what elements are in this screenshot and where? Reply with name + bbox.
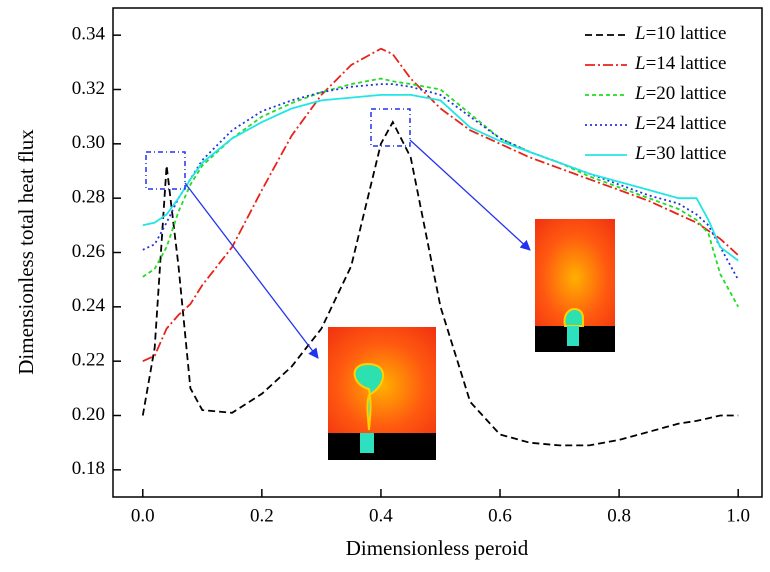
x-tick-label: 0.4 [369, 505, 393, 526]
series-line [141, 120, 739, 447]
x-tick-label: 0.6 [488, 505, 512, 526]
inset-image [535, 219, 615, 352]
x-tick-label: 1.0 [726, 505, 750, 526]
y-axis-title: Dimensionless total heat flux [14, 129, 38, 375]
y-tick-label: 0.30 [72, 132, 105, 153]
arrow [409, 139, 531, 251]
series-line [142, 94, 739, 262]
legend: L=10 lattice L=14 lattice L=20 lattice L=24… [585, 23, 726, 164]
y-tick-label: 0.32 [72, 78, 105, 99]
legend-label: L=10 lattice [634, 23, 726, 44]
y-tick-label: 0.24 [72, 295, 106, 316]
legend-label: L=30 lattice [634, 143, 726, 164]
x-axis-title: Dimensionless peroid [346, 536, 529, 560]
legend-label: L=14 lattice [634, 53, 726, 74]
y-tick-label: 0.18 [72, 458, 105, 479]
series-line [142, 77, 739, 308]
series-line [142, 83, 739, 281]
y-tick-label: 0.34 [72, 24, 106, 45]
legend-label: L=20 lattice [634, 83, 726, 104]
x-tick-label: 0.2 [250, 505, 274, 526]
zoom-box [370, 108, 411, 147]
plot-frame [112, 7, 763, 498]
arrow [184, 182, 319, 359]
inset-image [328, 327, 436, 460]
legend-label: L=24 lattice [634, 113, 726, 134]
plot-area [141, 47, 739, 447]
zoom-box [145, 151, 186, 190]
y-tick-label: 0.26 [72, 241, 105, 262]
y-tick-label: 0.22 [72, 350, 105, 371]
x-tick-label: 0.8 [607, 505, 631, 526]
y-tick-label: 0.20 [72, 404, 105, 425]
y-tick-label: 0.28 [72, 187, 105, 208]
x-tick-label: 0.0 [131, 505, 155, 526]
